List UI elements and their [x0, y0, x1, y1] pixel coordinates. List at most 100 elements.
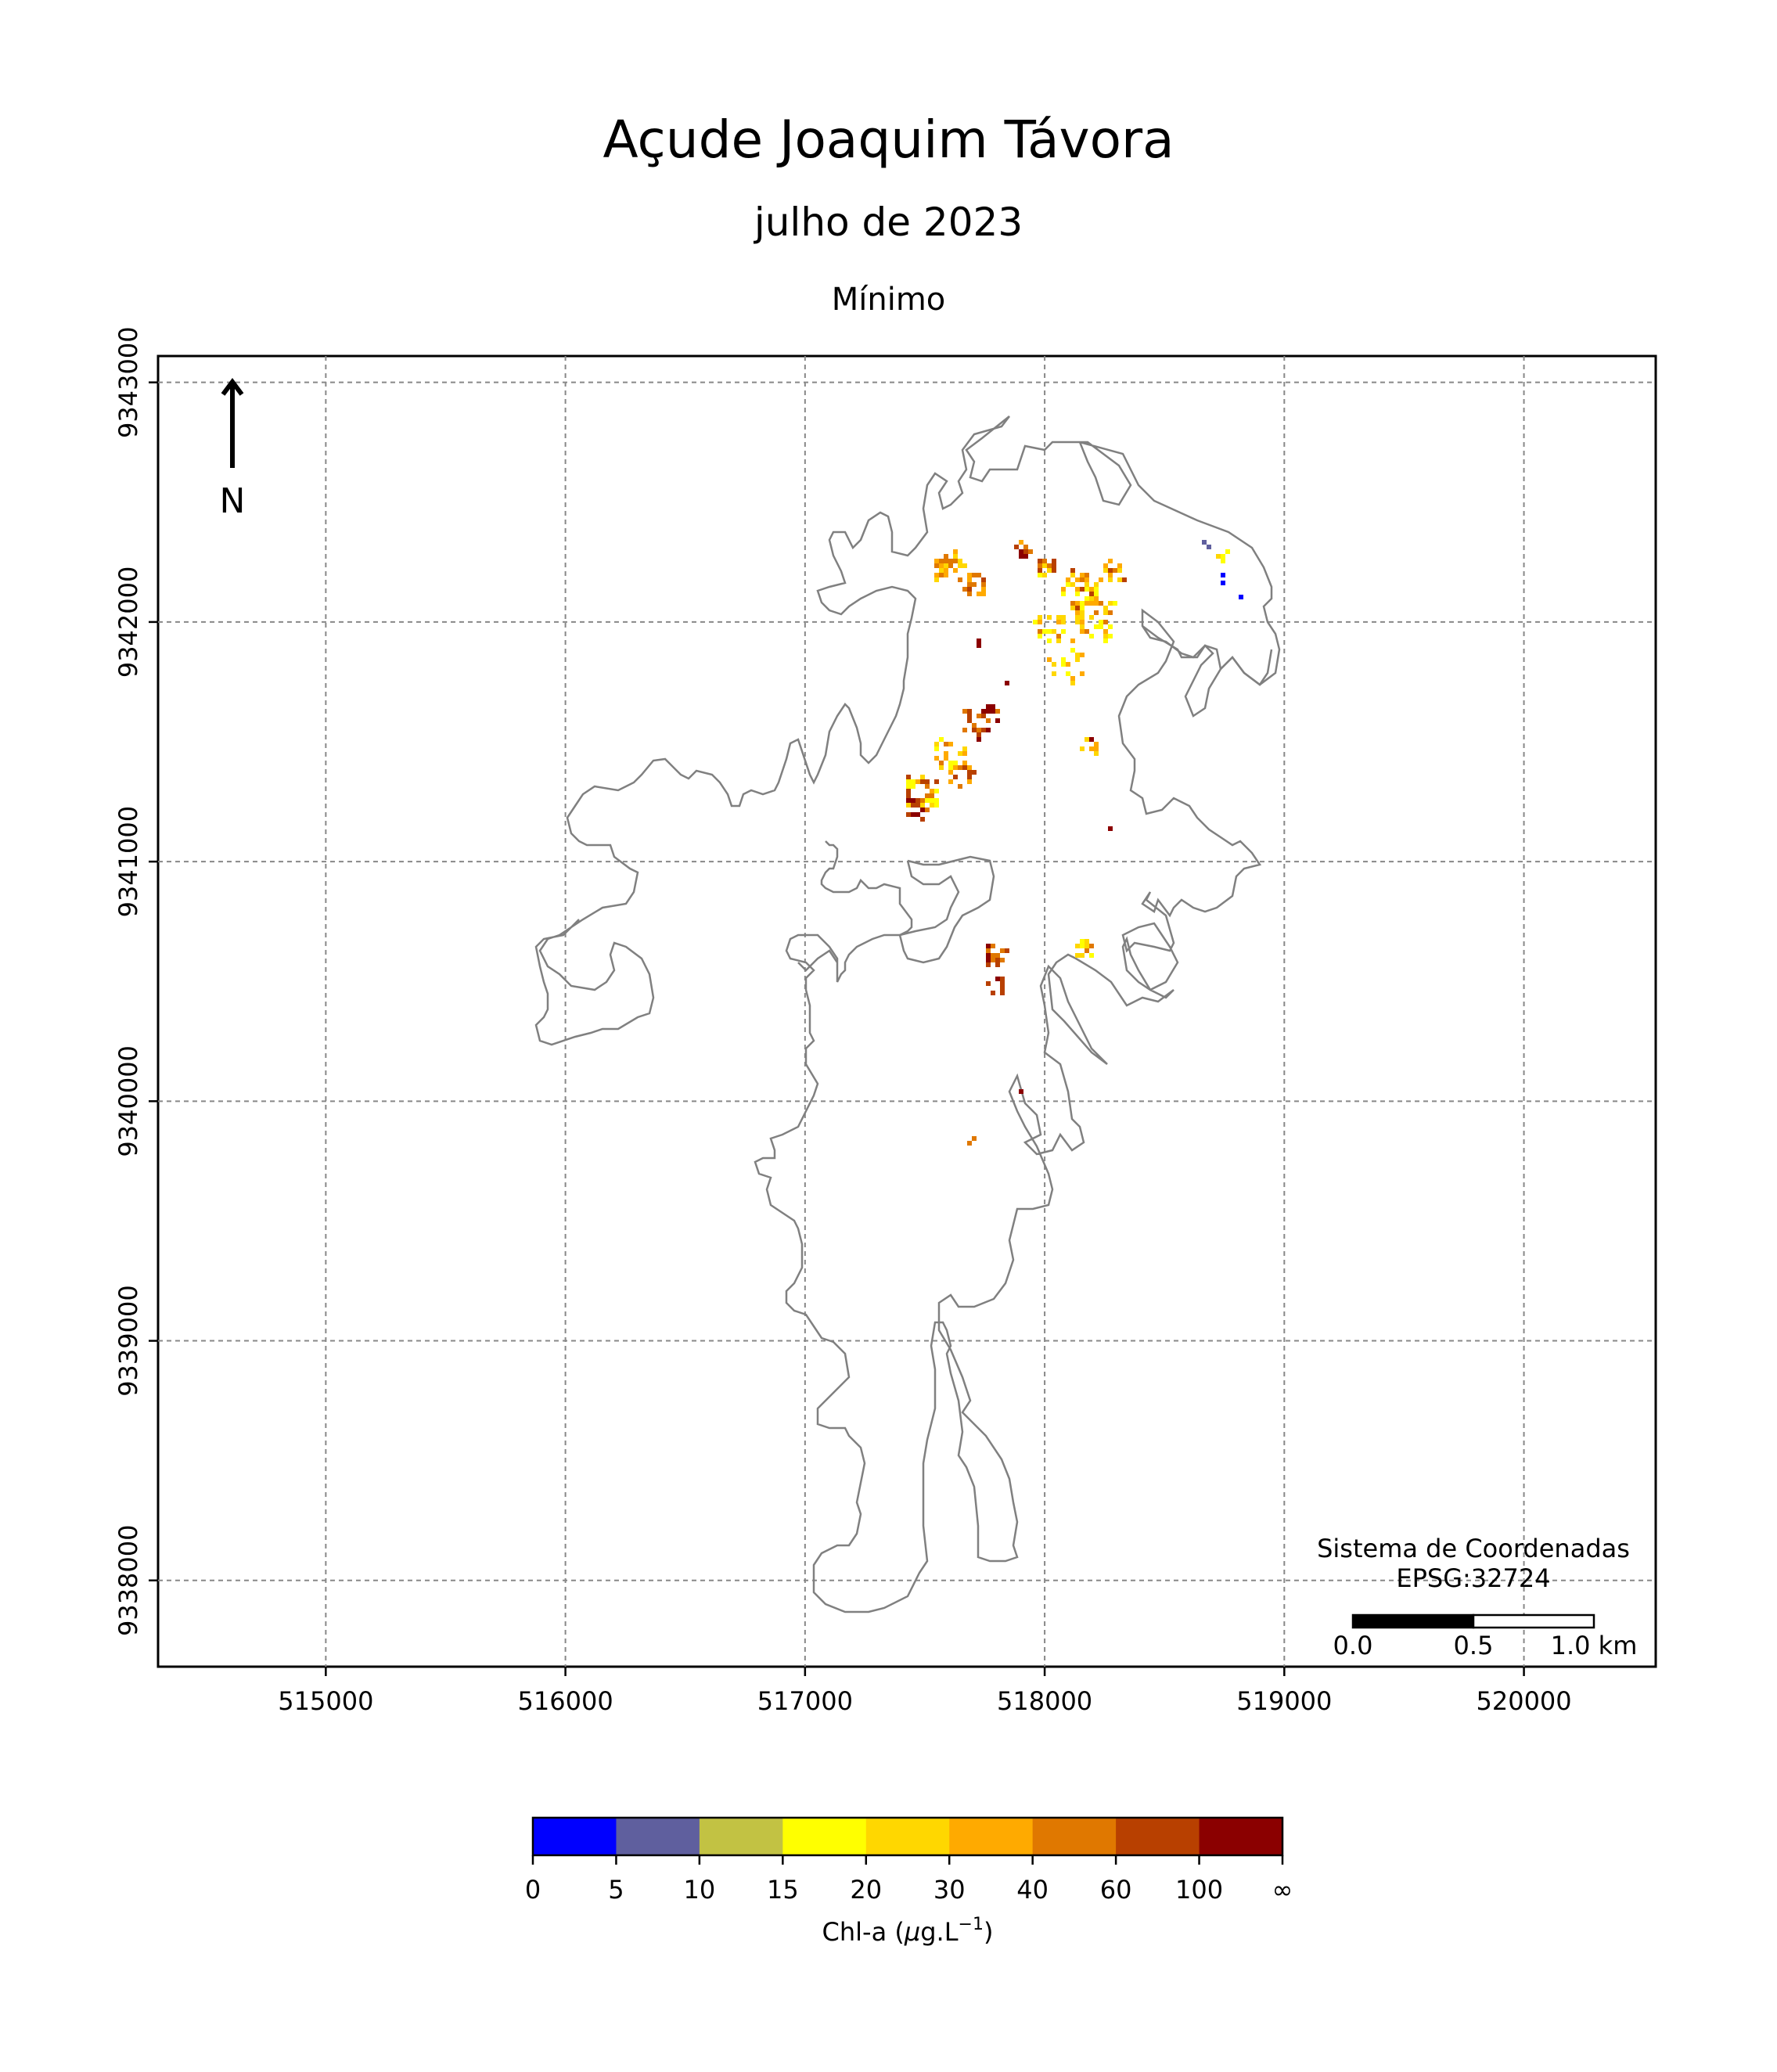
chl-pixel-192 — [1047, 639, 1052, 643]
chl-pixel-135 — [1108, 559, 1113, 563]
colorbar-tick-label-2: 10 — [684, 1875, 716, 1905]
chl-pixel-154 — [1070, 606, 1075, 610]
chl-pixel-150 — [1080, 629, 1085, 634]
chl-pixel-414 — [1207, 545, 1211, 549]
colorbar-frame — [531, 1816, 1284, 1857]
chl-pixel-324 — [906, 784, 911, 789]
chl-pixel-48 — [981, 587, 986, 592]
reservoir-outline-inner-east — [1142, 625, 1273, 686]
chl-pixel-50 — [967, 573, 972, 577]
chl-pixel-30 — [934, 559, 939, 563]
reservoir-outline-west — [534, 415, 1010, 1046]
chl-pixel-329 — [920, 779, 925, 784]
chl-pixel-47 — [981, 577, 986, 582]
chl-pixel-81 — [1038, 568, 1042, 573]
chl-pixel-317 — [930, 789, 934, 793]
chl-pixel-200 — [1047, 629, 1052, 634]
chl-pixel-357 — [1089, 746, 1094, 751]
chl-pixel-299 — [906, 793, 911, 798]
chl-pixel-222 — [1066, 662, 1070, 667]
chl-pixel-80 — [1038, 573, 1042, 577]
y-tick-label-0: 9338000 — [113, 1525, 143, 1637]
chl-pixel-374 — [986, 953, 991, 958]
chl-pixel-342 — [915, 803, 920, 808]
chl-pixel-15 — [958, 563, 962, 568]
chl-pixel-99 — [1094, 587, 1099, 592]
chl-pixel-107 — [1085, 587, 1089, 592]
chl-pixel-376 — [1005, 948, 1009, 953]
chl-pixel-164 — [1108, 634, 1113, 639]
chl-pixel-373 — [995, 958, 1000, 962]
chl-pixel-220 — [1070, 681, 1075, 685]
chl-pixel-153 — [1108, 624, 1113, 629]
chl-pixel-125 — [1108, 568, 1113, 573]
chl-pixel-139 — [1117, 577, 1122, 582]
chl-pixel-253 — [944, 751, 948, 756]
chl-pixel-384 — [1000, 991, 1005, 995]
chl-pixel-229 — [972, 728, 977, 732]
chl-pixel-140 — [1122, 577, 1127, 582]
colorbar: 0 5 10 15 20 30 40 60 100 ∞ — [525, 1816, 1293, 1905]
x-tick-label-2: 517000 — [757, 1686, 853, 1716]
chl-pixel-25 — [958, 577, 962, 582]
colorbar-swatch-2 — [699, 1818, 783, 1855]
chl-pixel-102 — [1075, 606, 1080, 610]
chl-pixel-176 — [1089, 615, 1094, 620]
chl-pixel-34 — [958, 559, 962, 563]
y-axis-ticks: 9338000 9339000 9340000 9341000 9342000 93430… — [113, 326, 158, 1636]
chl-pixel-262 — [934, 756, 939, 761]
chl-pixel-23 — [939, 568, 944, 573]
chl-pixel-314 — [930, 798, 934, 803]
chl-pixel-280 — [948, 770, 953, 775]
chl-pixel-117 — [1094, 592, 1099, 596]
chl-pixel-180 — [1085, 601, 1089, 606]
chl-pixel-261 — [953, 761, 958, 765]
chl-pixel-348 — [920, 808, 925, 812]
colorbar-swatch-4 — [865, 1818, 950, 1855]
chl-pixel-211 — [1075, 657, 1080, 662]
chl-pixel-152 — [1075, 601, 1080, 606]
chl-pixel-263 — [944, 756, 948, 761]
chl-pixel-21 — [948, 563, 953, 568]
chl-pixel-298 — [915, 779, 920, 784]
chl-pixel-136 — [1117, 568, 1122, 573]
chl-pixel-51 — [972, 573, 977, 577]
chl-pixel-82 — [1042, 563, 1047, 568]
chl-pixel-419 — [1019, 1089, 1023, 1094]
chl-pixel-400 — [1089, 953, 1094, 958]
chl-pixel-405 — [1080, 939, 1085, 944]
chl-pixel-346 — [915, 812, 920, 817]
chl-pixel-334 — [925, 793, 930, 798]
chl-pixel-212 — [1080, 653, 1085, 657]
chl-pixel-11 — [962, 563, 967, 568]
chl-pixel-369 — [991, 944, 995, 948]
chl-pixel-172 — [1094, 610, 1099, 615]
chl-pixel-123 — [1103, 563, 1108, 568]
chl-pixel-146 — [1075, 615, 1080, 620]
chl-pixel-415 — [1202, 540, 1207, 545]
chl-pixel-233 — [967, 718, 972, 723]
chl-pixel-396 — [1080, 953, 1085, 958]
chl-pixel-91 — [1085, 573, 1089, 577]
chl-pixel-217 — [1070, 676, 1075, 681]
x-tick-label-0: 515000 — [278, 1686, 373, 1716]
chl-pixel-371 — [995, 953, 1000, 958]
chl-pixel-340 — [911, 798, 915, 803]
colorbar-swatch-5 — [949, 1818, 1034, 1855]
chl-pixel-62 — [1023, 554, 1028, 559]
chl-pixel-174 — [1099, 620, 1103, 624]
chl-pixel-313 — [925, 798, 930, 803]
chl-pixel-386 — [1000, 977, 1005, 981]
chl-pixel-137 — [1113, 568, 1117, 573]
chl-pixel-36 — [977, 592, 981, 596]
chl-pixel-250 — [991, 709, 995, 714]
colorbar-tick-label-5: 30 — [933, 1875, 966, 1905]
chl-pixel-312 — [925, 784, 930, 789]
y-tick-label-1: 9339000 — [113, 1285, 143, 1397]
colorbar-tick-label-4: 20 — [850, 1875, 882, 1905]
chl-pixel-116 — [1085, 582, 1089, 587]
map-subtitle: julho de 2023 — [754, 200, 1023, 245]
chl-pixel-210 — [1061, 662, 1066, 667]
chl-pixel-105 — [1075, 577, 1080, 582]
reservoir-outline — [754, 415, 1281, 1613]
